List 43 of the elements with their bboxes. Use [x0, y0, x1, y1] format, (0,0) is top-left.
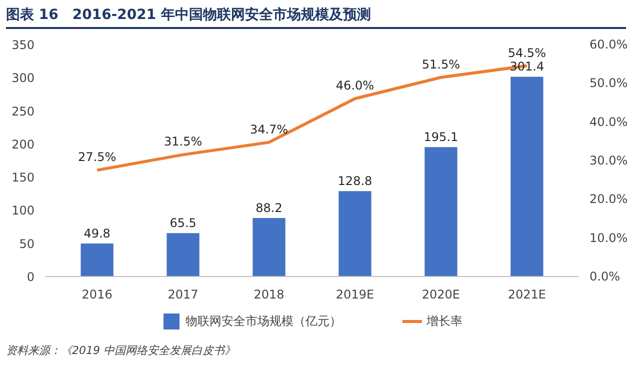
- data-label: 34.7%: [250, 122, 288, 136]
- bar: [510, 76, 544, 276]
- bar: [424, 147, 458, 276]
- y2-tick-label: 20.0%: [590, 192, 628, 206]
- y-tick-label: 50: [19, 236, 35, 251]
- data-label: 88.2: [256, 201, 282, 216]
- y2-tick-label: 40.0%: [590, 114, 628, 129]
- x-tick-label: 2017: [168, 288, 198, 302]
- y2-tick-label: 10.0%: [590, 230, 628, 245]
- x-tick-label: 2019E: [336, 288, 374, 302]
- y-tick-label: 150: [12, 170, 34, 185]
- data-label: 51.5%: [422, 57, 460, 72]
- data-label: 49.8: [84, 226, 110, 240]
- data-label: 27.5%: [78, 150, 116, 164]
- legend-label: 增长率: [426, 312, 462, 330]
- y-tick-label: 300: [12, 71, 34, 86]
- data-label: 31.5%: [164, 134, 202, 149]
- y2-tick-label: 30.0%: [590, 154, 628, 168]
- x-tick-label: 2021E: [508, 288, 546, 302]
- data-label: 54.5%: [508, 46, 546, 60]
- text: 资料来源：《2019 中国网络安全发展白皮书》: [6, 343, 236, 359]
- data-label: 195.1: [424, 130, 458, 144]
- legend-label: 物联网安全市场规模（亿元）: [186, 312, 342, 330]
- data-label: 128.8: [338, 174, 372, 188]
- data-label: 46.0%: [336, 78, 374, 93]
- y-tick-label: 200: [12, 137, 34, 152]
- x-tick-label: 2020E: [422, 288, 460, 302]
- bar: [166, 233, 200, 276]
- bar: [252, 218, 286, 276]
- y2-tick-label: 50.0%: [590, 76, 628, 90]
- x-tick-label: 2018: [254, 288, 284, 302]
- y-tick-label: 100: [12, 204, 34, 218]
- bar: [338, 191, 372, 276]
- y2-tick-label: 60.0%: [590, 38, 628, 52]
- data-label: 65.5: [170, 216, 196, 230]
- y2-tick-label: 0.0%: [590, 270, 620, 284]
- chart-title: 图表 16 2016-2021 年中国物联网安全市场规模及预测: [6, 6, 371, 25]
- y-tick-label: 350: [12, 38, 34, 52]
- y-tick-label: 250: [12, 104, 34, 118]
- y-tick-label: 0: [26, 270, 35, 284]
- x-tick-label: 2016: [82, 288, 112, 302]
- data-label: 301.4: [510, 60, 544, 74]
- bar: [80, 243, 114, 276]
